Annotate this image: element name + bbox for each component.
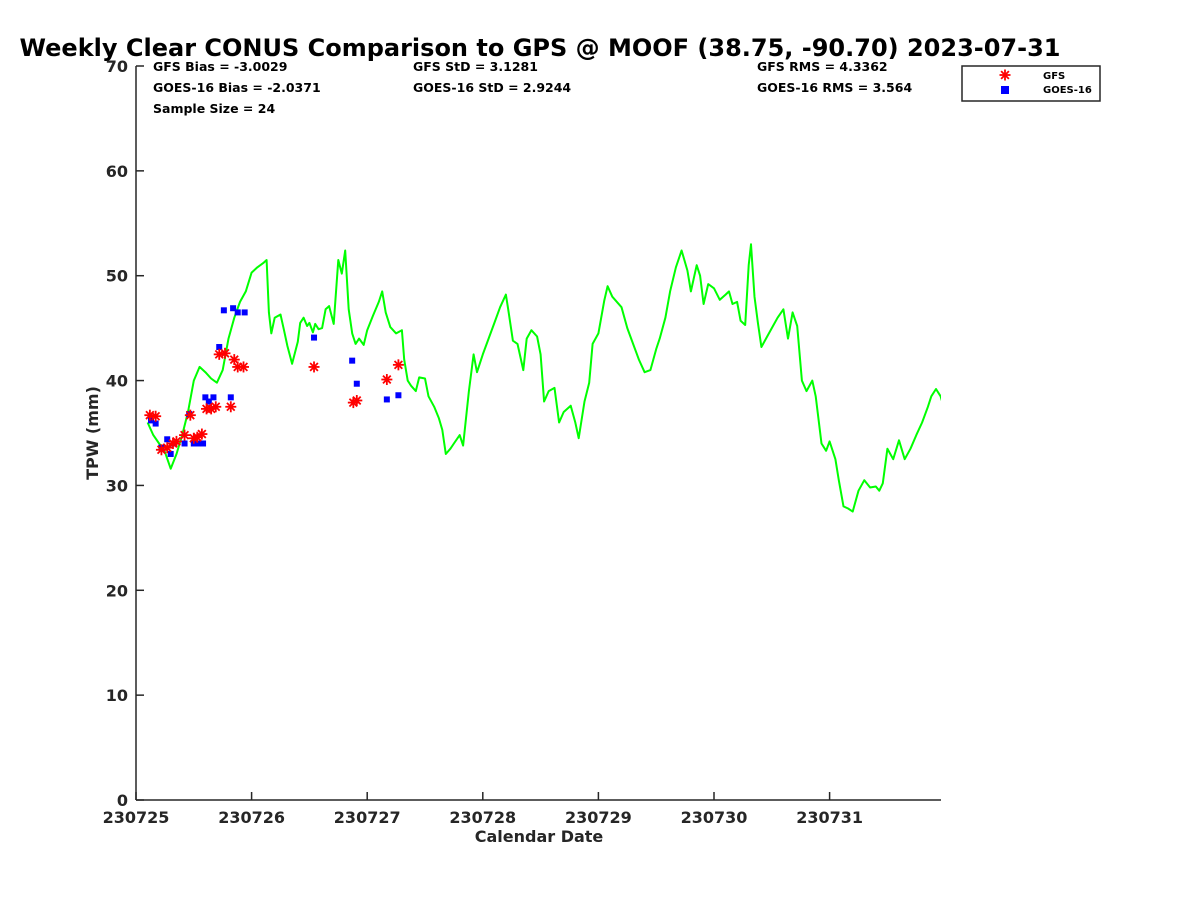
goes-point: [148, 417, 155, 424]
legend-label-goes: GOES-16: [1043, 85, 1092, 96]
goes-point: [205, 398, 212, 405]
goes-point: [195, 440, 202, 447]
goes-point: [210, 394, 217, 401]
legend-gfs-asterisk: [999, 69, 1011, 81]
gfs-point-stroke: [171, 436, 181, 446]
goes-point: [230, 305, 237, 312]
gfs-point: [210, 401, 222, 413]
goes-point: [164, 436, 171, 443]
axes: 0 10 20 30 40 50 60 70 230725 230726 230727 230728 2…: [103, 57, 941, 827]
goes-point: [353, 380, 360, 387]
gfs-bias-stat: GFS Bias = -3.0029: [153, 59, 287, 74]
gfs-std-stat: GFS StD = 3.1281: [413, 59, 538, 74]
x-tick-label: 230730: [681, 808, 748, 827]
goes-point: [349, 357, 356, 364]
gfs-point-stroke: [352, 395, 362, 406]
gfs-point: [184, 409, 196, 421]
gfs-point-stroke: [197, 429, 207, 439]
x-tick-label: 230725: [103, 808, 170, 827]
gfs-point: [219, 347, 231, 359]
gfs-point: [392, 359, 404, 371]
y-tick-label: 10: [106, 686, 128, 705]
legend: GFS GOES-16: [961, 65, 1101, 102]
gfs-point: [170, 435, 182, 447]
x-tick-label: 230731: [796, 808, 863, 827]
y-tick-label: 40: [106, 372, 128, 391]
gfs-rms-stat: GFS RMS = 4.3362: [757, 59, 888, 74]
gfs-point-stroke: [309, 362, 319, 372]
x-tick-label: 230727: [334, 808, 401, 827]
gfs-point: [381, 374, 393, 386]
goes-point: [383, 396, 390, 403]
gfs-point-stroke: [229, 355, 239, 365]
gfs-point-stroke: [214, 349, 224, 359]
gfs-point-stroke: [238, 362, 249, 372]
goes-point: [311, 334, 318, 341]
legend-marker-gfs: [999, 69, 1011, 81]
gfs-point: [179, 429, 191, 441]
gfs-point: [308, 361, 320, 373]
gfs-point: [351, 394, 363, 406]
x-tick-label: 230728: [449, 808, 516, 827]
legend-label-gfs: GFS: [1043, 71, 1065, 82]
legend-gfs-asterisk-stroke: [1000, 70, 1010, 80]
goes-rms-stat: GOES-16 RMS = 3.564: [757, 80, 912, 95]
gfs-point-stroke: [220, 348, 230, 358]
goes-point: [181, 440, 188, 447]
gfs-point-stroke: [151, 411, 161, 421]
goes-point: [227, 394, 234, 401]
gfs-point: [225, 401, 237, 413]
x-tick-label: 230726: [218, 808, 285, 827]
goes-point: [202, 394, 209, 401]
gfs-point-stroke: [180, 430, 190, 440]
gps-series: [146, 243, 941, 513]
plot-area: [144, 243, 941, 513]
gfs-point-stroke: [185, 410, 195, 420]
y-tick-label: 0: [117, 791, 128, 810]
chart-title: Weekly Clear CONUS Comparison to GPS @ M…: [20, 34, 1061, 62]
goes-point: [234, 309, 241, 316]
goes-point: [167, 450, 174, 457]
gfs-point-stroke: [162, 443, 172, 453]
goes-std-stat: GOES-16 StD = 2.9244: [413, 80, 571, 95]
gfs-point-stroke: [393, 360, 403, 370]
y-tick-label: 50: [106, 267, 128, 286]
y-tick-label: 60: [106, 162, 128, 181]
goes-point: [220, 307, 227, 314]
gfs-point: [238, 361, 250, 373]
goes-point: [241, 309, 248, 316]
y-axis-label: TPW (mm): [83, 386, 102, 480]
y-tick-label: 20: [106, 581, 128, 600]
stats-block: GFS Bias = -3.0029 GOES-16 Bias = -2.037…: [153, 59, 912, 116]
goes-point: [216, 344, 223, 351]
gfs-point: [161, 442, 173, 454]
sample-size-stat: Sample Size = 24: [153, 101, 275, 116]
gfs-point-stroke: [226, 402, 236, 412]
gps-line: [146, 243, 941, 513]
x-tick-label: 230729: [565, 808, 632, 827]
legend-marker-goes: [1001, 86, 1009, 94]
gfs-point-stroke: [211, 402, 221, 412]
y-tick-label: 70: [106, 57, 128, 76]
goes-bias-stat: GOES-16 Bias = -2.0371: [153, 80, 321, 95]
goes-point: [200, 440, 207, 447]
x-axis-label: Calendar Date: [475, 827, 604, 846]
gfs-series: [144, 347, 404, 456]
y-tick-label: 30: [106, 476, 128, 495]
goes-point: [395, 392, 402, 399]
gfs-point-stroke: [382, 374, 392, 385]
goes-point: [152, 420, 159, 427]
legend-box: [961, 65, 1101, 102]
gfs-point: [196, 428, 208, 440]
gfs-point: [150, 410, 162, 422]
